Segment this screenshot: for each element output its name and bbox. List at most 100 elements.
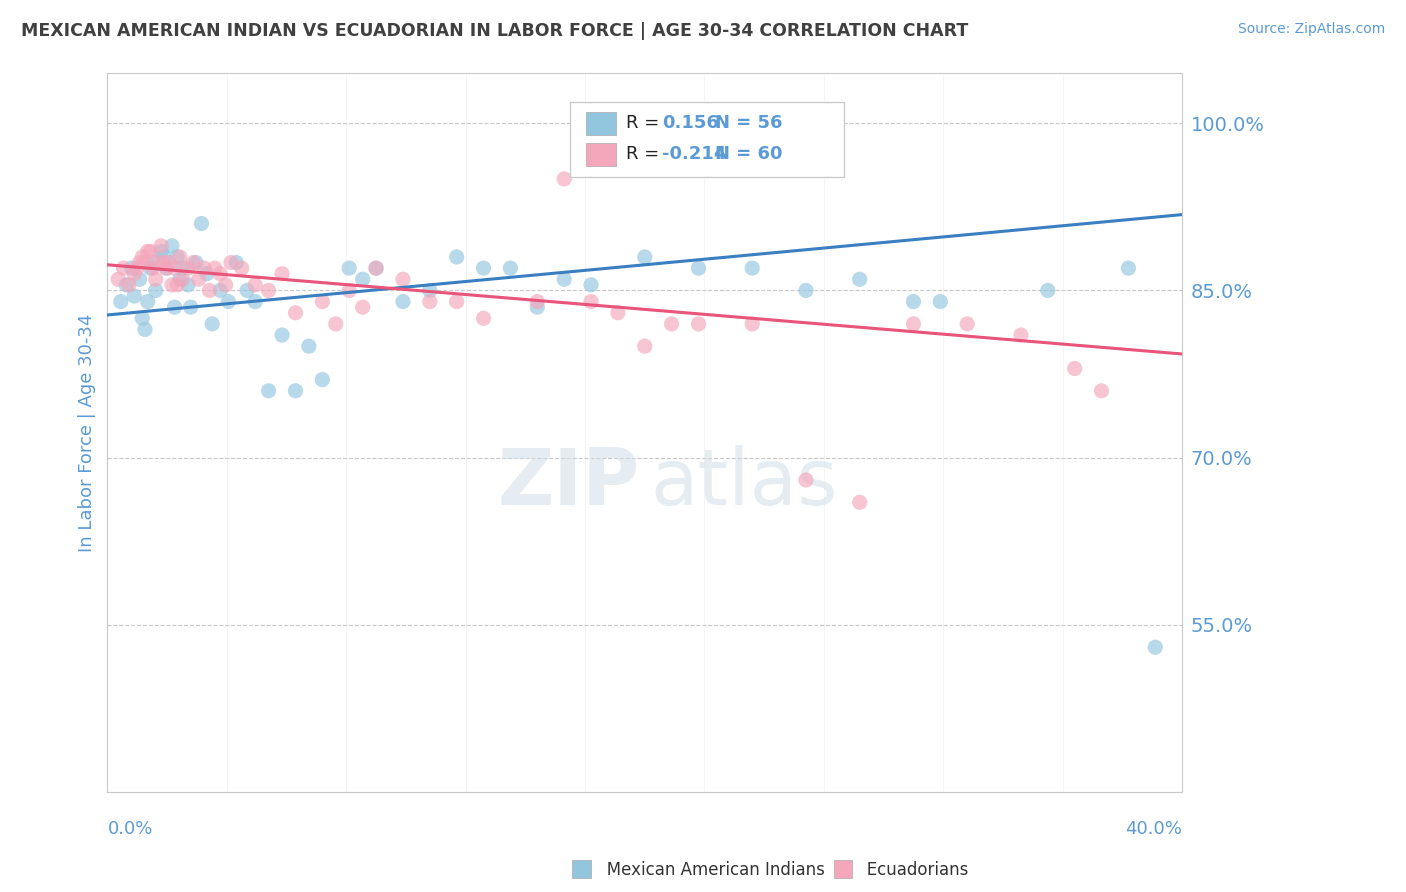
Point (131, 311, 153, 326)
Point (1144, 640, 1167, 655)
Point (472, 311, 495, 326)
Text: N = 60: N = 60 (714, 145, 782, 163)
Point (1118, 261, 1140, 276)
Point (160, 277, 183, 292)
Point (183, 255, 205, 269)
Point (419, 294, 441, 309)
Point (155, 261, 177, 276)
Text: Ecuadorians: Ecuadorians (851, 861, 967, 879)
Point (243, 277, 266, 292)
Point (153, 255, 176, 269)
Y-axis label: In Labor Force | Age 30-34: In Labor Force | Age 30-34 (79, 313, 96, 552)
Point (352, 300, 374, 314)
FancyBboxPatch shape (586, 143, 616, 166)
Text: Mexican American Indians: Mexican American Indians (591, 861, 824, 879)
Point (134, 255, 156, 269)
Point (337, 261, 360, 276)
Point (392, 272, 415, 286)
Point (1010, 328, 1032, 343)
Point (688, 261, 710, 276)
Point (166, 250, 188, 264)
Point (204, 261, 226, 276)
Point (956, 317, 979, 331)
Text: -0.214: -0.214 (662, 145, 727, 163)
Point (142, 261, 165, 276)
Point (193, 261, 215, 276)
Point (364, 261, 387, 276)
Point (243, 294, 266, 309)
Point (209, 267, 232, 281)
Point (848, 495, 870, 509)
Point (177, 277, 200, 292)
Point (153, 250, 176, 264)
Point (172, 261, 194, 276)
Point (115, 277, 138, 292)
Text: 0.0%: 0.0% (107, 820, 153, 838)
Point (352, 272, 374, 286)
Point (195, 267, 218, 281)
Text: Source: ZipAtlas.com: Source: ZipAtlas.com (1237, 22, 1385, 37)
Point (118, 277, 141, 292)
Point (201, 317, 224, 331)
Text: N = 56: N = 56 (714, 114, 782, 132)
Text: ZIP: ZIP (498, 445, 640, 521)
Point (284, 384, 307, 398)
Point (311, 294, 333, 309)
Point (579, 277, 602, 292)
Point (121, 261, 143, 276)
Text: atlas: atlas (650, 445, 838, 521)
Point (688, 317, 710, 331)
Point (142, 255, 165, 269)
Point (606, 306, 628, 320)
Point (1036, 284, 1059, 298)
Point (125, 261, 148, 276)
Point (112, 261, 135, 276)
Point (122, 267, 145, 281)
Text: R =: R = (627, 114, 665, 132)
Point (553, 272, 575, 286)
Point (150, 244, 173, 259)
Point (177, 261, 200, 276)
Point (166, 277, 188, 292)
Point (634, 339, 657, 353)
Point (145, 272, 167, 286)
Point (198, 284, 221, 298)
Point (634, 250, 657, 264)
Point (169, 250, 191, 264)
Point (1063, 361, 1085, 376)
Point (794, 284, 817, 298)
Point (190, 217, 212, 231)
Point (107, 272, 129, 286)
Point (169, 272, 191, 286)
Point (214, 277, 236, 292)
Point (579, 294, 602, 309)
Point (794, 473, 817, 487)
FancyBboxPatch shape (586, 112, 616, 135)
Point (419, 284, 441, 298)
Point (163, 300, 186, 314)
Point (209, 284, 232, 298)
Point (163, 261, 186, 276)
Point (903, 317, 925, 331)
Point (157, 255, 180, 269)
Point (1090, 384, 1112, 398)
Point (257, 284, 280, 298)
Point (929, 294, 952, 309)
Point (148, 255, 170, 269)
Point (298, 339, 321, 353)
Point (526, 300, 548, 314)
Point (110, 294, 132, 309)
Point (236, 284, 259, 298)
Text: MEXICAN AMERICAN INDIAN VS ECUADORIAN IN LABOR FORCE | AGE 30-34 CORRELATION CHA: MEXICAN AMERICAN INDIAN VS ECUADORIAN IN… (21, 22, 969, 40)
Point (741, 261, 763, 276)
Point (271, 328, 294, 343)
Point (187, 272, 209, 286)
Point (225, 255, 247, 269)
Point (231, 261, 253, 276)
Point (337, 284, 360, 298)
Point (903, 294, 925, 309)
Point (257, 384, 280, 398)
Point (311, 373, 333, 387)
Point (131, 250, 153, 264)
Point (184, 255, 207, 269)
